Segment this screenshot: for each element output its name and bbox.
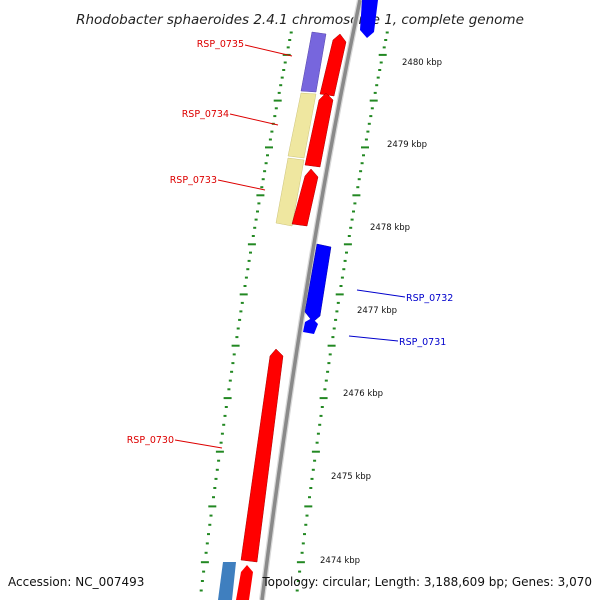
gene-label-RSP_0733[interactable]: RSP_0733 bbox=[170, 175, 217, 186]
feature-lane-outer bbox=[218, 31, 327, 600]
gene-feature-RSP_0734-strand[interactable] bbox=[304, 92, 334, 168]
gene-label-RSP_0732[interactable]: RSP_0732 bbox=[406, 293, 453, 304]
leader-RSP_0730 bbox=[174, 439, 223, 449]
gene-feature-RSP_0733[interactable] bbox=[275, 157, 305, 227]
gene-label-RSP_0734[interactable]: RSP_0734 bbox=[182, 109, 229, 120]
leader-RSP_0732 bbox=[356, 289, 406, 298]
gene-feature-RSP_0735-strand[interactable] bbox=[319, 33, 347, 97]
scale-label-2476: 2476 kbp bbox=[343, 389, 383, 399]
genome-summary-text: Topology: circular; Length: 3,188,609 bp… bbox=[261, 575, 592, 589]
scale-label-2477: 2477 kbp bbox=[357, 306, 397, 316]
scale-label-2474: 2474 kbp bbox=[320, 556, 360, 566]
gene-label-RSP_0730[interactable]: RSP_0730 bbox=[127, 435, 174, 446]
gene-label-RSP_0731[interactable]: RSP_0731 bbox=[399, 337, 446, 348]
leader-RSP_0735 bbox=[244, 44, 293, 57]
scale-label-2479: 2479 kbp bbox=[387, 140, 427, 150]
gene-label-RSP_0735[interactable]: RSP_0735 bbox=[197, 39, 244, 50]
leader-RSP_0731 bbox=[348, 335, 399, 342]
feature-lane-strand bbox=[236, 0, 378, 600]
gene-feature-RSP_0730[interactable] bbox=[240, 348, 284, 563]
scale-label-2480: 2480 kbp bbox=[402, 58, 442, 68]
gene-feature-RSP_0734[interactable] bbox=[287, 92, 317, 159]
gene-feature-bottom-partial[interactable] bbox=[236, 565, 253, 600]
gene-feature-top-partial[interactable] bbox=[360, 0, 378, 38]
gene-feature-RSP_0732[interactable] bbox=[304, 243, 332, 323]
map-title: Rhodobacter sphaeroides 2.4.1 chromosome… bbox=[76, 12, 524, 28]
gene-feature-RSP_0733-strand[interactable] bbox=[291, 168, 319, 227]
gene-feature-partial[interactable] bbox=[218, 562, 236, 600]
outer-tick-track bbox=[199, 31, 293, 592]
leader-RSP_0734 bbox=[229, 113, 279, 126]
scale-labels: 2480 kbp 2479 kbp 2478 kbp 2477 kbp 2476… bbox=[320, 58, 442, 566]
leader-RSP_0733 bbox=[217, 179, 266, 191]
gene-feature-RSP_0731[interactable] bbox=[303, 318, 318, 334]
scale-label-2478: 2478 kbp bbox=[370, 223, 410, 233]
gene-feature-RSP_0735[interactable] bbox=[300, 31, 327, 93]
gene-labels: RSP_0735 RSP_0734 RSP_0733 RSP_0732 RSP_… bbox=[127, 39, 453, 449]
accession-text: Accession: NC_007493 bbox=[8, 575, 144, 589]
backbone bbox=[259, 0, 363, 600]
scale-label-2475: 2475 kbp bbox=[331, 472, 371, 482]
inner-tick-track bbox=[295, 31, 389, 592]
